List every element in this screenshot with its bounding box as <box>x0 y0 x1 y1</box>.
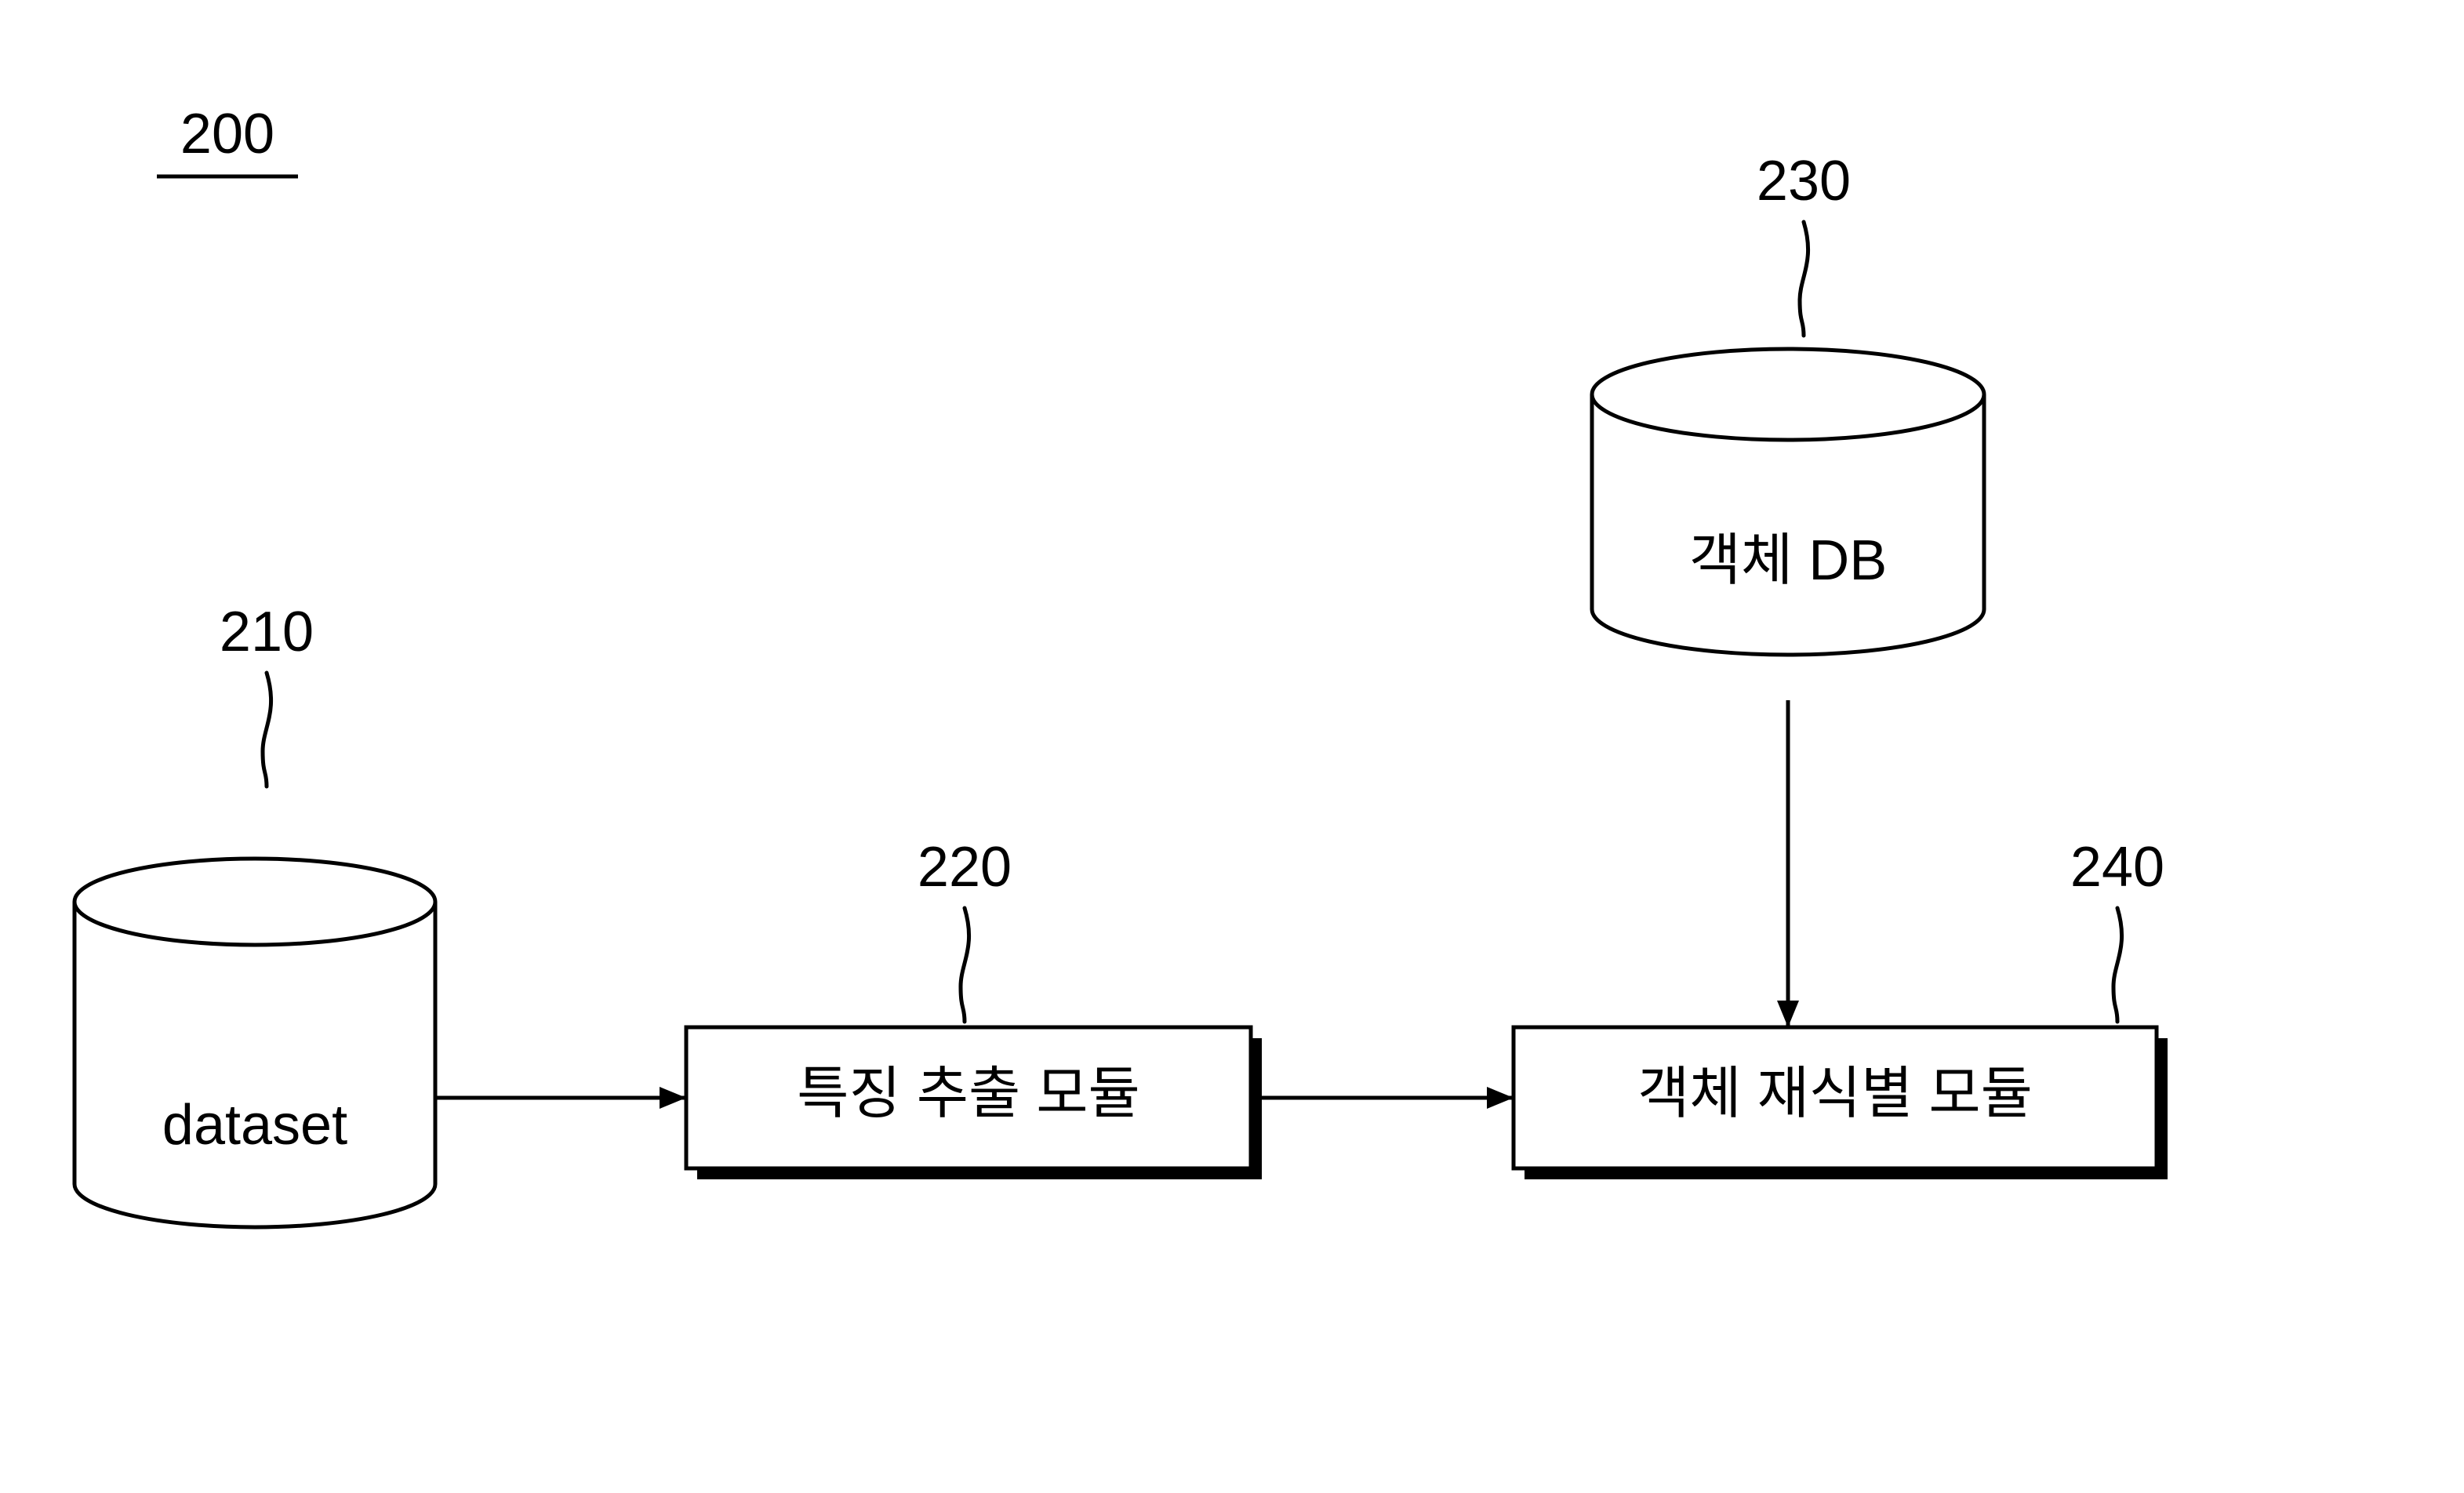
leader-object_db <box>1800 222 1808 336</box>
leader-dataset <box>263 673 271 786</box>
arrow-head <box>1777 1001 1799 1027</box>
figure-ref: 200 <box>180 103 274 165</box>
label-object_db: 객체 DB <box>1689 529 1888 592</box>
leader-feature_module <box>961 908 969 1022</box>
cylinder-body <box>75 902 435 1227</box>
label-dataset: dataset <box>162 1094 347 1157</box>
ref-reid_module: 240 <box>2070 836 2164 899</box>
cylinder-top <box>75 859 435 945</box>
ref-object_db: 230 <box>1757 150 1851 213</box>
label-feature_module: 특징 추출 모듈 <box>797 1063 1139 1125</box>
ref-dataset: 210 <box>220 601 314 663</box>
arrow-head <box>1487 1087 1514 1109</box>
arrow-head <box>660 1087 686 1109</box>
ref-feature_module: 220 <box>918 836 1012 899</box>
leader-reid_module <box>2113 908 2122 1022</box>
cylinder-top <box>1592 349 1984 440</box>
label-reid_module: 객체 재식별 모듈 <box>1637 1063 2033 1125</box>
